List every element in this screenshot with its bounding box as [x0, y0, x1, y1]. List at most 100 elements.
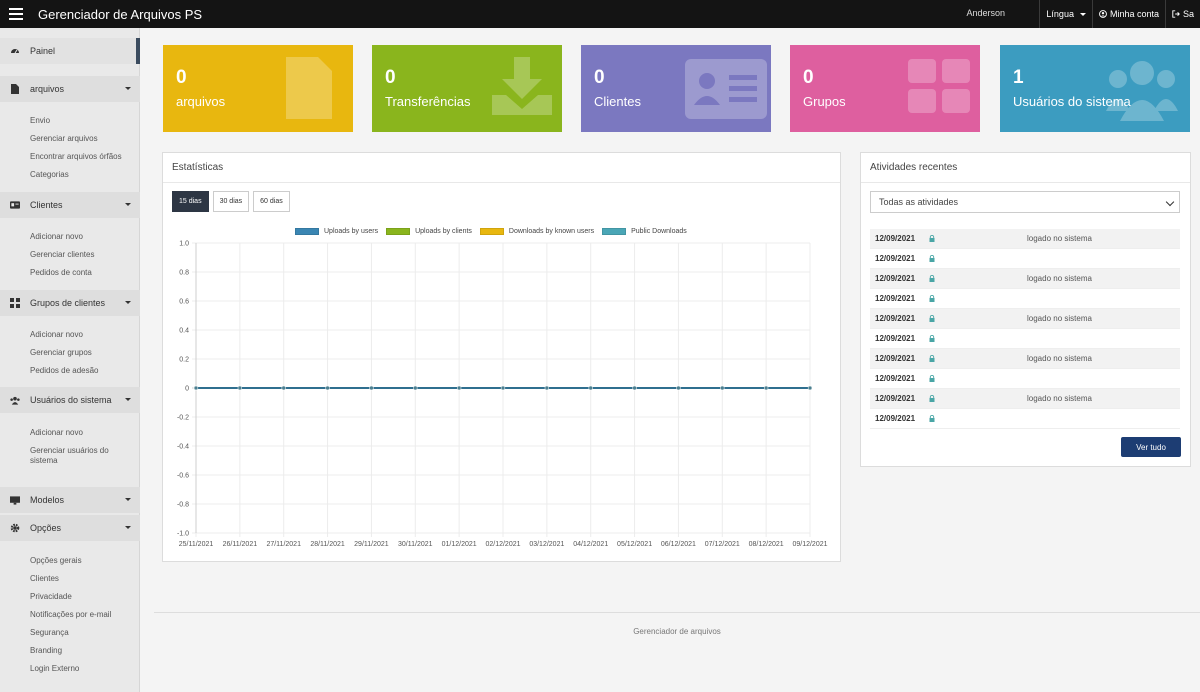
- sidebar-item-files[interactable]: arquivos: [0, 76, 140, 102]
- sidebar-subitem-categories[interactable]: Categorias: [30, 170, 69, 179]
- top-bar: Gerenciador de Arquivos PS Anderson Líng…: [0, 0, 1200, 28]
- lock-icon: [929, 275, 935, 282]
- card-clients[interactable]: 0 Clientes: [581, 45, 771, 132]
- activity-date: 12/09/2021: [875, 334, 916, 343]
- chevron-down-icon: [1079, 12, 1086, 16]
- recent-activities-title: Atividades recentes: [861, 153, 1190, 183]
- sidebar-subitem-clients-options[interactable]: Clientes: [30, 574, 59, 583]
- series-point: [193, 385, 199, 391]
- x-tick-label: 06/12/2021: [661, 541, 696, 548]
- dashboard-icon: [10, 46, 20, 56]
- activity-text: logado no sistema: [1027, 234, 1092, 243]
- logout-link[interactable]: Sa: [1166, 0, 1200, 28]
- sidebar-item-dashboard[interactable]: Painel: [0, 38, 140, 64]
- sidebar-subitem-add-user[interactable]: Adicionar novo: [30, 428, 83, 437]
- activity-date: 12/09/2021: [875, 294, 916, 303]
- sidebar-subitem-manage-users-cont[interactable]: sistema: [30, 456, 58, 465]
- sidebar-subitem-manage-files[interactable]: Gerenciar arquivos: [30, 134, 98, 143]
- sidebar-subitem-general-options[interactable]: Opções gerais: [30, 556, 82, 565]
- sidebar-subitem-manage-clients[interactable]: Gerenciar clientes: [30, 250, 95, 259]
- y-tick-label: 0.6: [179, 299, 189, 306]
- card-system-users[interactable]: 1 Usuários do sistema: [1000, 45, 1190, 132]
- range-30-days-button[interactable]: 30 dias: [212, 191, 250, 212]
- sidebar-item-options[interactable]: Opções: [0, 515, 140, 541]
- y-tick-label: -0.6: [177, 473, 189, 480]
- sidebar-subitem-add-client[interactable]: Adicionar novo: [30, 232, 83, 241]
- view-all-button[interactable]: Ver tudo: [1121, 437, 1181, 457]
- sidebar-item-label: Opções: [30, 523, 62, 533]
- my-account-link[interactable]: Minha conta: [1093, 0, 1165, 28]
- series-point: [807, 385, 813, 391]
- sidebar-item-clients[interactable]: Clientes: [0, 192, 140, 218]
- sidebar-subitem-account-requests[interactable]: Pedidos de conta: [30, 268, 92, 277]
- sidebar: Painel arquivos Envio Gerenciar arquivos…: [0, 28, 140, 692]
- legend-item[interactable]: Uploads by users: [295, 228, 378, 235]
- range-15-days-button[interactable]: 15 dias: [172, 191, 209, 212]
- x-tick-label: 28/11/2021: [310, 541, 345, 548]
- card-label: arquivos: [176, 94, 226, 109]
- legend-label: Public Downloads: [631, 228, 687, 235]
- sidebar-subitem-add-group[interactable]: Adicionar novo: [30, 330, 83, 339]
- activity-row: 12/09/2021: [870, 249, 1180, 269]
- sidebar-item-client-groups[interactable]: Grupos de clientes: [0, 290, 140, 316]
- legend-swatch: [602, 228, 627, 235]
- sidebar-item-label: arquivos: [30, 84, 65, 94]
- desktop-icon: [10, 495, 20, 505]
- activity-row: 12/09/2021 logado no sistema: [870, 349, 1180, 369]
- activity-date: 12/09/2021: [875, 254, 916, 263]
- sidebar-subitem-upload[interactable]: Envio: [30, 116, 51, 125]
- series-point: [720, 385, 725, 391]
- chevron-down-icon: [125, 526, 131, 529]
- users-icon: [10, 395, 20, 405]
- sidebar-subitem-external-login[interactable]: Login Externo: [30, 664, 80, 673]
- chart-legend: Uploads by users Uploads by clients Down…: [295, 228, 687, 235]
- card-files[interactable]: 0 arquivos: [163, 45, 353, 132]
- series-point: [325, 385, 330, 391]
- y-tick-label: 1.0: [179, 241, 189, 248]
- lock-icon: [929, 295, 935, 302]
- y-tick-label: -0.8: [177, 502, 189, 509]
- statistics-line-chart: 1.0 0.8 0.6 0.4 0.2 0 -0.2 -0.4 -0.6 -0.8 -1.0 25/1…: [177, 241, 828, 549]
- x-tick-label: 29/11/2021: [354, 541, 389, 548]
- sidebar-item-templates[interactable]: Modelos: [0, 487, 140, 513]
- sidebar-item-label: Modelos: [30, 495, 65, 505]
- sidebar-subitem-orphan-files[interactable]: Encontrar arquivos órfãos: [30, 152, 122, 161]
- series-point: [456, 385, 462, 391]
- legend-item[interactable]: Public Downloads: [602, 228, 687, 235]
- language-menu[interactable]: Língua: [1040, 0, 1092, 28]
- activity-list: 12/09/2021 logado no sistema 12/09/2021 12/…: [870, 229, 1180, 429]
- x-tick-label: 04/12/2021: [573, 541, 608, 548]
- app-title[interactable]: Gerenciador de Arquivos PS: [38, 6, 203, 22]
- sidebar-item-system-users[interactable]: Usuários do sistema: [0, 387, 140, 413]
- sidebar-subitem-membership-requests[interactable]: Pedidos de adesão: [30, 366, 99, 375]
- footer-divider: [154, 612, 1200, 613]
- series-point: [281, 385, 286, 391]
- menu-icon[interactable]: [2, 0, 30, 28]
- sidebar-subitem-email-notifications[interactable]: Notificações por e-mail: [30, 610, 112, 619]
- sidebar-subitem-privacy[interactable]: Privacidade: [30, 592, 72, 601]
- logout-label: Sa: [1182, 9, 1194, 19]
- series-point: [763, 385, 769, 391]
- range-selector: 15 dias 30 dias 60 dias: [172, 191, 290, 212]
- x-tick-label: 03/12/2021: [529, 541, 564, 548]
- x-tick-label: 25/11/2021: [179, 541, 214, 548]
- chevron-down-icon: [125, 398, 131, 401]
- x-tick-label: 07/12/2021: [705, 541, 740, 548]
- legend-item[interactable]: Downloads by known users: [479, 228, 594, 235]
- legend-label: Uploads by clients: [415, 228, 472, 235]
- sidebar-subitem-manage-groups[interactable]: Gerenciar grupos: [30, 348, 92, 357]
- sidebar-subitem-security[interactable]: Segurança: [30, 628, 69, 637]
- sidebar-subitem-manage-users[interactable]: Gerenciar usuários do: [30, 446, 109, 455]
- card-groups[interactable]: 0 Grupos: [790, 45, 980, 132]
- activity-filter-select[interactable]: Todas as atividades: [870, 191, 1180, 213]
- gear-icon: [10, 523, 20, 533]
- activity-row: 12/09/2021 logado no sistema: [870, 309, 1180, 329]
- legend-item[interactable]: Uploads by clients: [386, 228, 472, 235]
- activity-date: 12/09/2021: [875, 354, 916, 363]
- card-label: Transferências: [385, 94, 471, 109]
- activity-text: logado no sistema: [1027, 274, 1092, 283]
- sidebar-subitem-branding[interactable]: Branding: [30, 646, 63, 655]
- card-transfers[interactable]: 0 Transferências: [372, 45, 562, 132]
- activity-date: 12/09/2021: [875, 234, 916, 243]
- range-60-days-button[interactable]: 60 dias: [253, 191, 290, 212]
